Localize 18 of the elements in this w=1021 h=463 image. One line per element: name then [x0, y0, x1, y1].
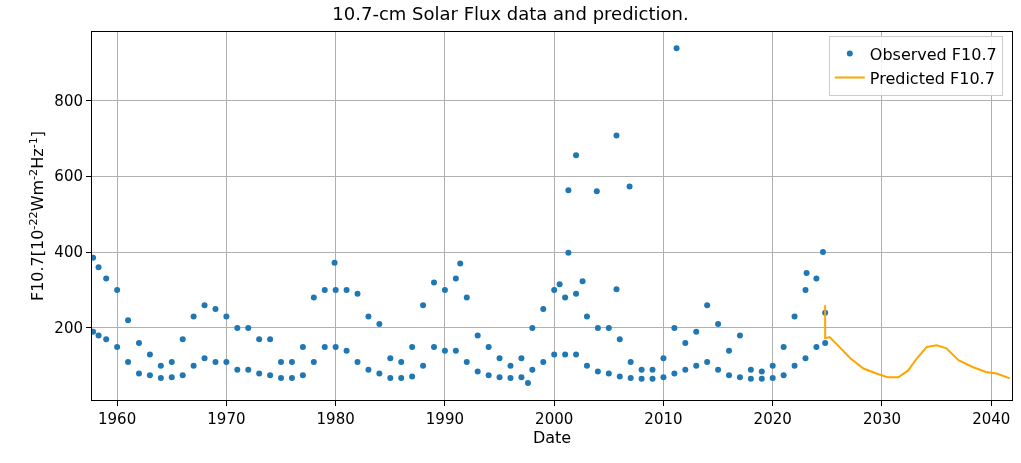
x-tick-label: 2000 — [535, 410, 574, 428]
legend-label: Observed F10.7 — [869, 44, 997, 64]
x-tick-label: 2030 — [862, 410, 902, 428]
chart-title: 10.7-cm Solar Flux data and prediction. — [332, 2, 689, 24]
x-tick-label: 1960 — [98, 410, 137, 428]
x-tick-label: 2040 — [972, 410, 1011, 428]
x-tick-label: 1980 — [316, 410, 355, 428]
x-tick-label: 2020 — [753, 410, 792, 428]
y-tick-label: 600 — [54, 167, 83, 186]
y-tick-label: 400 — [54, 243, 83, 262]
x-tick-label: 1970 — [207, 410, 246, 428]
x-axis-title: Date — [532, 428, 572, 447]
legend-label: Predicted F10.7 — [869, 68, 995, 88]
x-tick-label: 1990 — [425, 410, 465, 428]
x-tick-label: 2010 — [644, 410, 683, 428]
y-tick-label: 800 — [54, 91, 83, 110]
line-series — [824, 304, 1011, 380]
y-tick-label: 200 — [54, 319, 83, 338]
